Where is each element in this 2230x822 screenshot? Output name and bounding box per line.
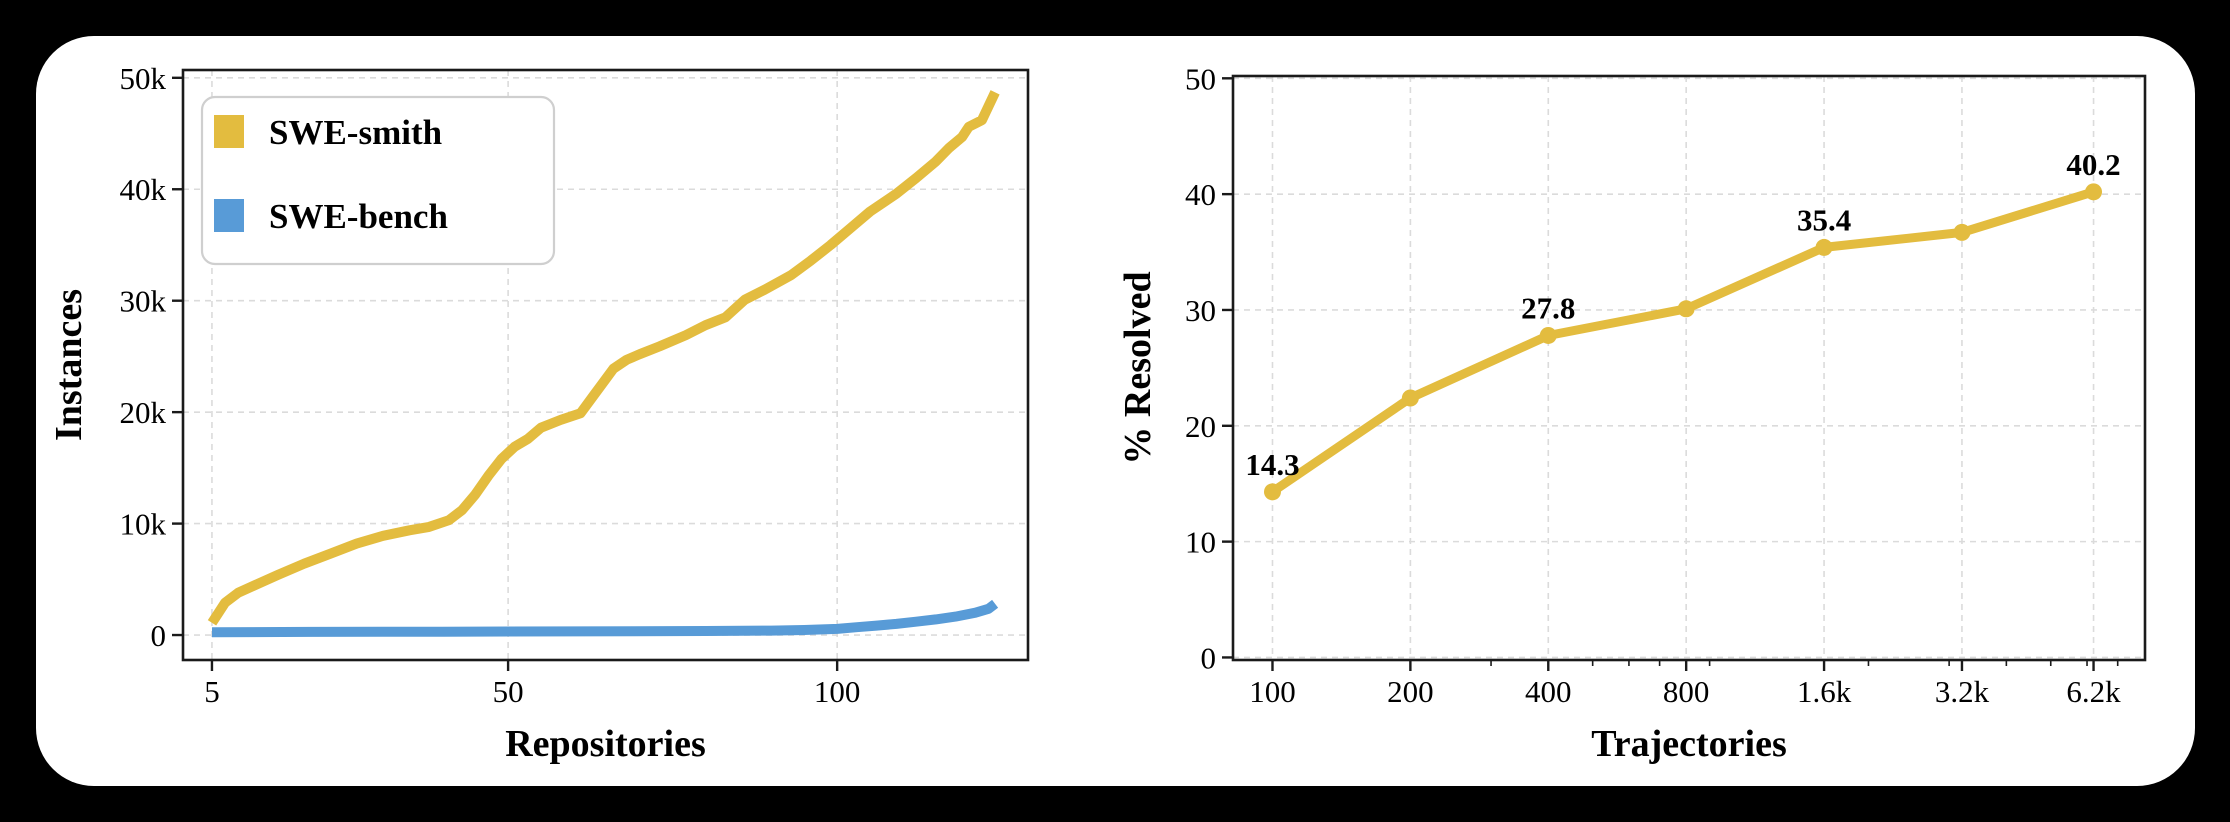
x-tick-label: 200 xyxy=(1387,674,1434,709)
data-point-label: 14.3 xyxy=(1245,447,1299,482)
series-marker-SWE-smith xyxy=(1539,326,1557,344)
series-marker-SWE-smith xyxy=(1677,300,1695,318)
x-axis-label: Trajectories xyxy=(1591,723,1787,765)
chart-resolved-vs-trajectories: 0 10 20 30 40 50 100 200 400 800 1.6k 3.2k 6.2k Traje… xyxy=(1117,61,2147,765)
legend-label-SWE-bench: SWE-bench xyxy=(269,197,448,236)
x-tick-label: 6.2k xyxy=(2066,674,2121,709)
y-tick-label: 50k xyxy=(120,61,167,96)
y-axis-label: % Resolved xyxy=(1117,271,1159,464)
x-tick-label: 1.6k xyxy=(1797,674,1852,709)
y-tick-label: 30 xyxy=(1185,293,1216,328)
y-tick-label: 40 xyxy=(1185,177,1216,212)
series-line-SWE-bench xyxy=(211,599,999,638)
x-tick-label: 400 xyxy=(1525,674,1572,709)
legend-label-SWE-smith: SWE-smith xyxy=(269,113,442,152)
plot-box xyxy=(1231,74,2147,662)
data-point-label: 27.8 xyxy=(1521,290,1575,325)
x-tick-label: 50 xyxy=(493,674,524,709)
legend-swatch-SWE-smith xyxy=(214,115,244,148)
y-tick-label: 0 xyxy=(1201,640,1217,675)
series-line-SWE-smith xyxy=(207,90,1000,626)
y-tick-label: 50 xyxy=(1185,61,1216,96)
series-line-SWE-smith xyxy=(1269,187,2095,496)
y-axis-label: Instances xyxy=(48,289,90,441)
legend-box xyxy=(200,95,556,266)
y-tick-label: 0 xyxy=(151,618,167,653)
series-marker-SWE-smith xyxy=(2085,183,2103,201)
x-tick-label: 100 xyxy=(1249,674,1296,709)
y-tick-label: 40k xyxy=(120,172,167,207)
y-tick-label: 10k xyxy=(120,507,167,542)
series-marker-SWE-smith xyxy=(1815,238,1833,256)
series-marker-SWE-smith xyxy=(1953,223,1971,241)
y-tick-label: 30k xyxy=(120,284,167,319)
y-tick-label: 10 xyxy=(1185,525,1216,560)
chart-instances-vs-repositories: 0 10k 20k 30k 40k 50k 5 50 100 Repositories Instan… xyxy=(48,61,1030,765)
x-tick-label: 100 xyxy=(814,674,861,709)
y-tick-label: 20 xyxy=(1185,409,1216,444)
plot-box xyxy=(181,68,1030,662)
series-marker-SWE-smith xyxy=(1401,389,1419,407)
x-tick-label: 5 xyxy=(204,674,220,709)
series-marker-SWE-smith xyxy=(1263,483,1281,501)
x-axis-label: Repositories xyxy=(505,723,706,765)
legend-swatch-SWE-bench xyxy=(214,199,244,232)
x-tick-label: 800 xyxy=(1663,674,1710,709)
data-point-label: 40.2 xyxy=(2066,147,2120,182)
figure-card: 0 10k 20k 30k 40k 50k 5 50 100 Repositories Instan… xyxy=(36,36,2195,786)
y-tick-label: 20k xyxy=(120,395,167,430)
data-point-label: 35.4 xyxy=(1797,202,1851,237)
legend: SWE-smith SWE-bench xyxy=(200,95,556,266)
x-tick-label: 3.2k xyxy=(1935,674,1990,709)
